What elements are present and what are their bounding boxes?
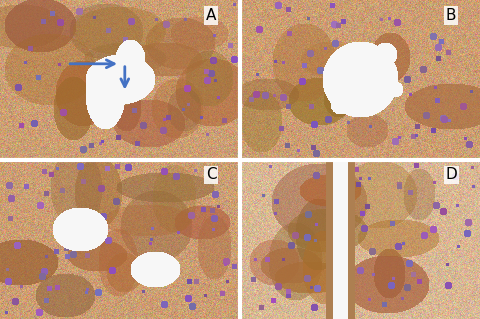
Text: D: D <box>445 167 457 182</box>
Text: C: C <box>206 167 216 182</box>
Text: A: A <box>206 8 216 23</box>
Text: B: B <box>446 8 456 23</box>
